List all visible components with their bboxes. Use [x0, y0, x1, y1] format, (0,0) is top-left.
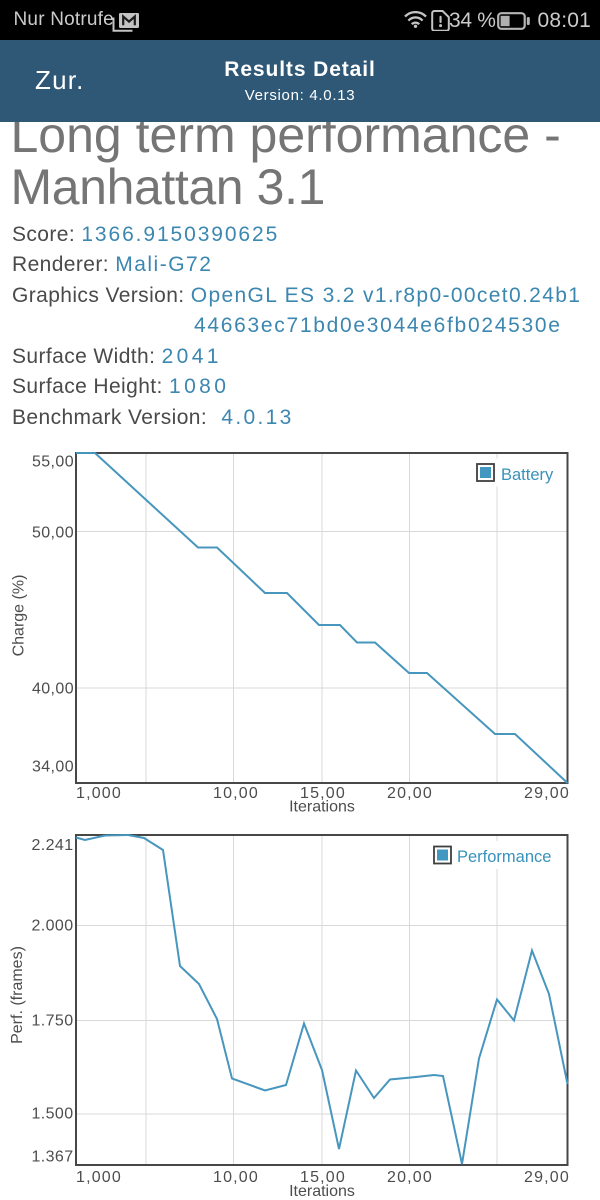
- svg-text:29,00: 29,00: [524, 785, 570, 802]
- svg-text:10,00: 10,00: [213, 1169, 259, 1186]
- svg-text:Charge (%): Charge (%): [11, 575, 28, 657]
- svg-text:29,00: 29,00: [524, 1169, 570, 1186]
- svg-text:10,00: 10,00: [213, 785, 259, 802]
- svg-text:20,00: 20,00: [387, 785, 433, 802]
- svg-text:Iterations: Iterations: [289, 1183, 355, 1200]
- svg-text:20,00: 20,00: [387, 1169, 433, 1186]
- svg-text:1.500: 1.500: [31, 1106, 73, 1123]
- svg-text:15,00: 15,00: [300, 785, 346, 802]
- svg-text:15,00: 15,00: [300, 1169, 346, 1186]
- svg-text:2.241: 2.241: [31, 837, 73, 854]
- svg-text:1,000: 1,000: [76, 1169, 122, 1186]
- svg-text:Battery: Battery: [501, 466, 554, 484]
- svg-text:1.750: 1.750: [31, 1013, 73, 1030]
- svg-text:1.367: 1.367: [31, 1149, 73, 1166]
- svg-text:55,00: 55,00: [32, 454, 74, 471]
- svg-text:Iterations: Iterations: [289, 799, 355, 816]
- svg-text:Performance: Performance: [457, 848, 551, 866]
- svg-text:Perf. (frames): Perf. (frames): [9, 946, 26, 1044]
- svg-text:34,00: 34,00: [32, 759, 74, 776]
- svg-text:40,00: 40,00: [32, 681, 74, 698]
- svg-text:1,000: 1,000: [76, 785, 122, 802]
- svg-text:2.000: 2.000: [31, 918, 73, 935]
- svg-text:50,00: 50,00: [32, 525, 74, 542]
